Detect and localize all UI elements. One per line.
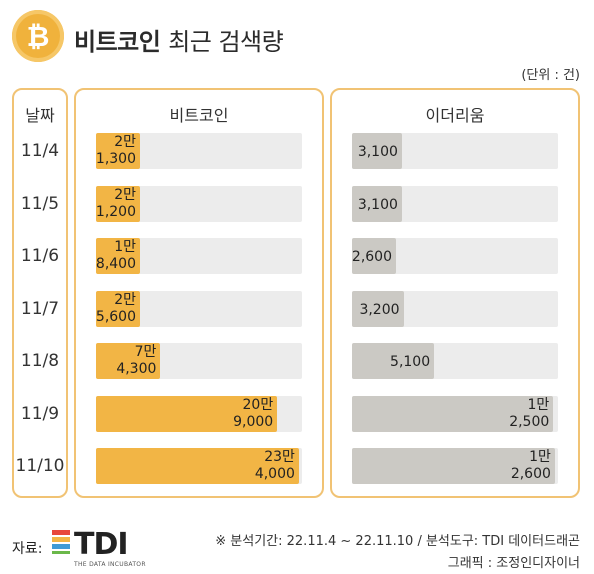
graphic-credit: 그래픽 : 조정인디자이너 bbox=[447, 556, 580, 571]
ethereum-data-label-line: 2,600 bbox=[351, 249, 392, 265]
date-label: 11/8 bbox=[20, 351, 60, 371]
bitcoin-data-label-line: 2만 bbox=[114, 291, 136, 308]
date-label: 11/10 bbox=[15, 456, 65, 476]
bitcoin-data-label: 1만 8,400 bbox=[76, 239, 136, 273]
bitcoin-data-label: 2만 1,300 bbox=[76, 134, 136, 168]
bitcoin-bar-track bbox=[96, 133, 302, 169]
ethereum-data-label-line: 2,600 bbox=[510, 466, 551, 482]
ethereum-data-label-line: 3,100 bbox=[357, 144, 398, 160]
bitcoin-data-label-line: 9,000 bbox=[233, 413, 274, 430]
chart-title: 비트코인 최근 검색량 bbox=[74, 22, 284, 57]
bitcoin-data-label-line: 1만 bbox=[114, 239, 136, 255]
date-panel bbox=[12, 88, 68, 498]
ethereum-data-label: 2,600 bbox=[332, 239, 392, 275]
bitcoin-bar-track bbox=[96, 238, 302, 274]
date-label: 11/7 bbox=[20, 298, 60, 319]
bitcoin-bar-track bbox=[96, 395, 302, 432]
ethereum-bar bbox=[352, 343, 435, 379]
bitcoin-data-label-line: 5,600 bbox=[95, 308, 136, 325]
ethereum-data-label: 1만 2,600 bbox=[491, 449, 551, 483]
ethereum-bar-track bbox=[352, 290, 558, 327]
date-label: 11/5 bbox=[20, 193, 60, 214]
bitcoin-bar-track bbox=[96, 185, 302, 222]
date-label: 11/4 bbox=[20, 141, 60, 161]
ethereum-data-label-line: 5,100 bbox=[390, 354, 431, 370]
bitcoin-data-label-line: 4,300 bbox=[116, 361, 157, 377]
bitcoin-bar bbox=[96, 185, 140, 222]
ethereum-bar-track bbox=[352, 185, 558, 222]
svg-text:₿: ₿ bbox=[27, 20, 50, 53]
series-name-bitcoin: 비트코인 bbox=[169, 106, 229, 125]
ethereum-data-label-line: 3,100 bbox=[357, 196, 398, 213]
source-label: 자료: bbox=[12, 541, 43, 557]
logo-subtitle: THE DATA INCUBATOR bbox=[74, 561, 146, 568]
bitcoin-data-label-line: 1,300 bbox=[95, 151, 136, 167]
bitcoin-data-label-line: 7만 bbox=[134, 344, 157, 360]
title-main: 비트코인 bbox=[74, 28, 161, 56]
bitcoin-data-label: 20만 9,000 bbox=[213, 397, 273, 431]
ethereum-data-label: 3,100 bbox=[338, 134, 398, 170]
unit-label: (단위 : 건) bbox=[521, 68, 580, 83]
logo-text: TDI bbox=[74, 527, 129, 562]
bitcoin-data-label-line: 20만 bbox=[242, 396, 274, 413]
ethereum-data-label-line: 1만 bbox=[527, 396, 550, 413]
tdi-logo-icon bbox=[52, 528, 72, 560]
ethereum-data-label: 3,200 bbox=[340, 292, 400, 328]
ethereum-bar-track bbox=[352, 343, 558, 379]
ethereum-bar-track bbox=[352, 238, 558, 274]
bitcoin-data-label-line: 2만 bbox=[114, 186, 136, 203]
date-label: 11/6 bbox=[20, 246, 60, 266]
bitcoin-bar-track bbox=[96, 448, 302, 484]
ethereum-bar bbox=[352, 185, 402, 222]
ethereum-bar bbox=[352, 448, 555, 484]
bitcoin-bar bbox=[96, 290, 140, 327]
bitcoin-bar bbox=[96, 343, 161, 379]
bitcoin-data-label-line: 4,000 bbox=[254, 466, 295, 482]
ethereum-bar-track bbox=[352, 395, 558, 432]
ethereum-data-label-line: 3,200 bbox=[359, 301, 400, 318]
ethereum-data-label: 5,100 bbox=[370, 344, 430, 380]
ethereum-bar bbox=[352, 290, 404, 327]
ethereum-bar bbox=[352, 133, 402, 169]
bitcoin-bar bbox=[96, 133, 140, 169]
bitcoin-bar bbox=[96, 238, 140, 274]
bitcoin-data-label-line: 8,400 bbox=[95, 256, 136, 272]
bitcoin-bar-track bbox=[96, 343, 302, 379]
ethereum-bar bbox=[352, 395, 554, 432]
date-label: 11/9 bbox=[20, 403, 60, 424]
bitcoin-data-label: 2만 1,200 bbox=[76, 187, 136, 221]
series-name-ethereum: 이더리움 bbox=[425, 106, 485, 125]
ethereum-bar bbox=[352, 238, 396, 274]
ethereum-data-label-line: 2,500 bbox=[509, 413, 550, 430]
bitcoin-bar bbox=[96, 448, 299, 484]
analysis-period: ※ 분석기간: 22.11.4 ~ 22.11.10 / 분석도구: TDI 데… bbox=[215, 534, 580, 549]
ethereum-bar-track bbox=[352, 448, 558, 484]
ethereum-data-label: 1만 2,500 bbox=[489, 397, 549, 431]
title-rest: 최근 검색량 bbox=[168, 28, 284, 56]
bitcoin-data-label-line: 2만 bbox=[114, 134, 136, 150]
ethereum-bar-track bbox=[352, 133, 558, 169]
bitcoin-bar-track bbox=[96, 290, 302, 327]
bitcoin-data-label: 7만 4,300 bbox=[96, 344, 156, 378]
bitcoin-data-label-line: 23만 bbox=[264, 449, 295, 465]
date-header: 날짜 bbox=[25, 106, 55, 125]
bitcoin-data-label: 2만 5,600 bbox=[76, 292, 136, 326]
ethereum-data-label-line: 1만 bbox=[529, 449, 551, 465]
bitcoin-icon: ₿ bbox=[12, 10, 64, 62]
bitcoin-data-label-line: 1,200 bbox=[95, 203, 136, 220]
ethereum-data-label: 3,100 bbox=[338, 187, 398, 223]
bitcoin-data-label: 23만 4,000 bbox=[235, 449, 295, 483]
bitcoin-bar bbox=[96, 395, 278, 432]
